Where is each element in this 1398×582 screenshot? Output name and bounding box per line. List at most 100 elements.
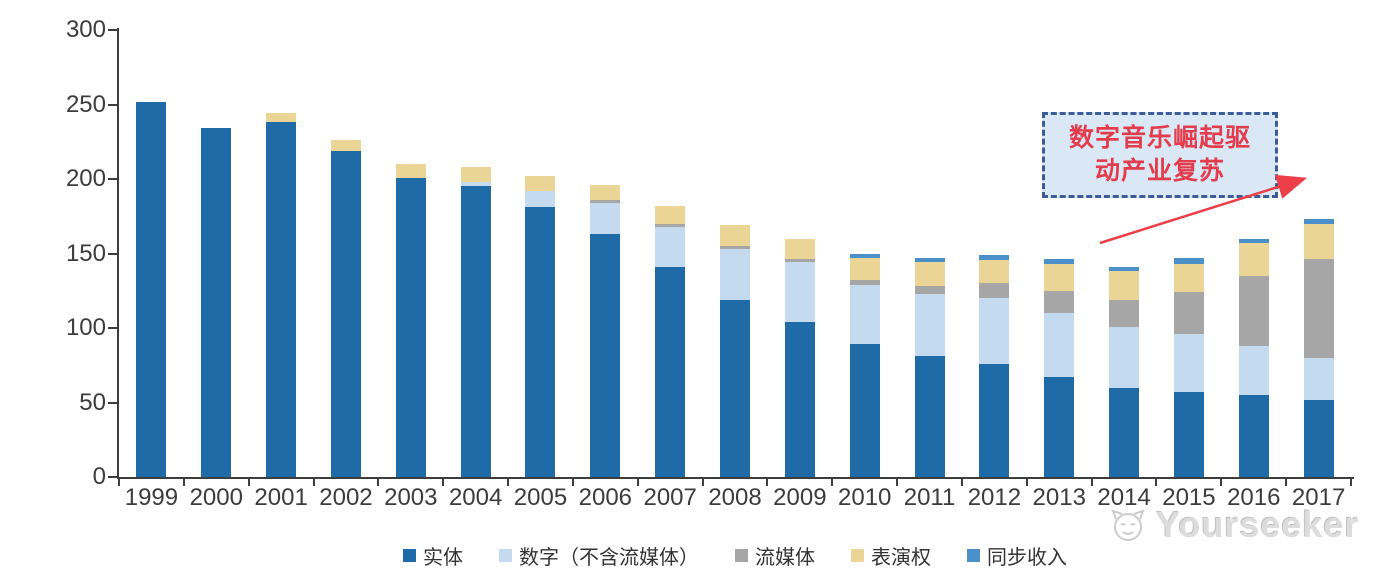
bar-segment xyxy=(525,190,556,208)
x-tick-mark xyxy=(1285,479,1288,486)
legend: 实体 数字（不含流媒体） 流媒体 表演权 同步收入 xyxy=(119,541,1351,570)
x-tick-mark xyxy=(896,479,899,486)
x-tick-mark xyxy=(831,479,834,486)
x-tick-mark xyxy=(312,479,315,486)
bar-segment xyxy=(849,344,880,477)
y-tick-label: 300 xyxy=(65,16,106,43)
x-tick-label: 2013 xyxy=(1032,484,1086,511)
bar-segment xyxy=(136,101,167,477)
bar-segment xyxy=(1109,387,1140,477)
y-tick-label: 100 xyxy=(65,314,106,341)
legend-label: 实体 xyxy=(423,547,463,569)
bar-segment xyxy=(590,202,621,235)
x-tick-label: 2014 xyxy=(1097,484,1151,511)
bar-segment xyxy=(914,258,945,263)
bar-column-2004 xyxy=(443,30,508,477)
bar-column-1999 xyxy=(119,30,184,477)
bar-segment xyxy=(1173,333,1204,393)
x-tick-label: 2005 xyxy=(513,484,568,511)
legend-swatch-icon xyxy=(499,549,512,562)
x-tick-label: 2006 xyxy=(578,484,633,511)
bar-column-2001 xyxy=(249,30,314,477)
bar-segment xyxy=(1238,395,1269,477)
bar-segment xyxy=(849,257,880,281)
bar-stack-2000 xyxy=(201,128,232,477)
bar-column-2002 xyxy=(314,30,379,477)
bar-segment xyxy=(1109,299,1140,327)
x-axis-labels: 1999 2000 2001 2002 2003 2004 2005 2006 2007 2008… xyxy=(119,484,1351,512)
bar-column-2007 xyxy=(638,30,703,477)
bar-column-2003 xyxy=(378,30,443,477)
x-axis-line xyxy=(117,477,1354,479)
bar-segment xyxy=(1109,271,1140,300)
y-tick-mark xyxy=(108,327,117,329)
bar-column-2005 xyxy=(508,30,573,477)
x-tick-mark xyxy=(1350,479,1352,486)
x-tick-mark xyxy=(442,479,445,486)
bar-column-2016 xyxy=(1221,30,1286,477)
legend-label: 流媒体 xyxy=(755,547,815,569)
bar-stack-2001 xyxy=(266,113,297,477)
x-tick-label: 2017 xyxy=(1291,484,1346,511)
legend-swatch-icon xyxy=(735,549,748,562)
x-tick-mark xyxy=(1220,479,1223,486)
watermark: Yourseeker xyxy=(1108,504,1359,546)
bar-segment xyxy=(979,259,1010,284)
bar-segment xyxy=(525,207,556,477)
bar-segment xyxy=(395,164,426,178)
bar-stack-2002 xyxy=(330,140,361,477)
bar-column-2015 xyxy=(1157,30,1222,477)
bar-segment xyxy=(1303,223,1334,260)
bar-segment xyxy=(720,246,751,250)
x-tick-label: 2012 xyxy=(967,484,1022,511)
x-tick-label: 2002 xyxy=(319,484,373,511)
x-tick-mark xyxy=(636,479,639,486)
bar-segment xyxy=(979,255,1010,260)
bar-column-2010 xyxy=(832,30,897,477)
bar-segment xyxy=(395,177,426,477)
legend-item: 数字（不含流媒体） xyxy=(499,541,699,570)
bar-segment xyxy=(1303,259,1334,358)
y-tick-label: 0 xyxy=(92,463,106,490)
bar-column-2013 xyxy=(1027,30,1092,477)
y-tick-label: 50 xyxy=(79,388,106,416)
x-tick-label: 2010 xyxy=(838,484,892,511)
bar-segment xyxy=(201,128,232,477)
x-tick-label: 2007 xyxy=(643,484,697,511)
bar-segment xyxy=(1044,263,1075,291)
bar-segment xyxy=(784,322,815,477)
legend-label: 数字（不含流媒体） xyxy=(519,547,699,569)
bar-segment xyxy=(849,280,880,285)
bar-segment xyxy=(720,225,751,247)
bar-column-2012 xyxy=(962,30,1027,477)
x-tick-mark xyxy=(571,479,574,486)
plot-area xyxy=(119,30,1351,477)
bar-column-2014 xyxy=(1092,30,1157,477)
x-tick-mark xyxy=(182,479,185,486)
bar-stack-2013 xyxy=(1044,259,1075,477)
bar-segment xyxy=(979,363,1010,477)
bar-segment xyxy=(590,185,621,200)
x-tick-mark xyxy=(247,479,250,486)
bar-stack-2011 xyxy=(914,258,945,477)
bar-column-2008 xyxy=(703,30,768,477)
annotation-text-line2: 动产业复苏 xyxy=(1094,157,1225,185)
bar-segment xyxy=(1303,219,1334,224)
bar-segment xyxy=(330,150,361,477)
legend-swatch-icon xyxy=(403,549,416,562)
x-tick-mark xyxy=(1025,479,1028,486)
watermark-text: Yourseeker xyxy=(1156,504,1360,545)
y-tick-mark xyxy=(108,401,117,404)
bar-column-2011 xyxy=(897,30,962,477)
bar-segment xyxy=(914,293,945,357)
legend-swatch-icon xyxy=(851,549,864,562)
y-tick-mark xyxy=(108,476,117,478)
bar-segment xyxy=(914,262,945,287)
y-tick-mark xyxy=(108,29,117,31)
bar-segment xyxy=(266,113,297,123)
y-axis-line xyxy=(117,28,119,478)
bar-segment xyxy=(914,286,945,294)
bar-segment xyxy=(979,298,1010,364)
x-tick-label: 1999 xyxy=(124,484,179,511)
